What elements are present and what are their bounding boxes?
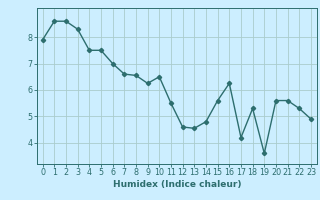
- X-axis label: Humidex (Indice chaleur): Humidex (Indice chaleur): [113, 180, 241, 189]
